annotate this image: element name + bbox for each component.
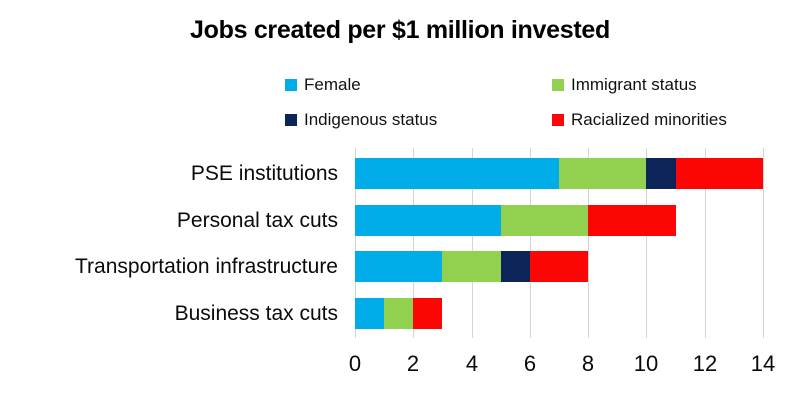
legend-swatch-icon xyxy=(552,79,564,91)
bar-row xyxy=(355,158,763,189)
x-tick-label: 12 xyxy=(692,351,718,376)
category-label: Personal tax cuts xyxy=(176,209,338,232)
plot-area xyxy=(355,148,764,338)
legend-label: Racialized minorities xyxy=(571,110,727,129)
gridline-x-12 xyxy=(705,148,706,338)
bar-segment xyxy=(588,205,676,236)
legend-item: Indigenous status xyxy=(285,108,437,132)
bar-segment xyxy=(500,251,530,282)
category-label: Transportation infrastructure xyxy=(74,255,338,278)
bar-segment xyxy=(675,158,763,189)
legend-swatch-icon xyxy=(552,114,564,126)
category-label: Business tax cuts xyxy=(174,302,338,325)
bar-segment xyxy=(355,251,443,282)
x-tick-label: 14 xyxy=(750,351,776,376)
legend-swatch-icon xyxy=(285,79,297,91)
gridline-x-8 xyxy=(588,148,589,338)
legend-label: Indigenous status xyxy=(304,110,438,129)
legend-label: Immigrant status xyxy=(571,75,697,94)
bar-segment xyxy=(384,298,414,329)
bar-row xyxy=(355,251,589,282)
gridline-x-4 xyxy=(472,148,473,338)
legend-item: Female xyxy=(285,73,361,97)
gridline-x-2 xyxy=(413,148,414,338)
category-label: PSE institutions xyxy=(190,162,338,185)
x-tick-label: 4 xyxy=(465,351,479,376)
bar-segment xyxy=(413,298,443,329)
bar-segment xyxy=(559,158,647,189)
legend-item: Racialized minorities xyxy=(552,108,727,132)
gridline-x-10 xyxy=(646,148,647,338)
legend-item: Immigrant status xyxy=(552,73,697,97)
bar-segment xyxy=(646,158,676,189)
bar-segment xyxy=(355,298,385,329)
x-tick-label: 2 xyxy=(406,351,420,376)
gridline-x-14 xyxy=(763,148,764,338)
legend-label: Female xyxy=(304,75,361,94)
gridline-x-6 xyxy=(530,148,531,338)
bar-segment xyxy=(500,205,589,236)
bar-segment xyxy=(529,251,589,282)
x-tick-label: 8 xyxy=(581,351,595,376)
legend-swatch-icon xyxy=(285,114,297,126)
bar-segment xyxy=(355,158,559,189)
x-tick-label: 6 xyxy=(523,351,537,376)
gridline-x-0 xyxy=(355,148,356,338)
x-tick-label: 10 xyxy=(633,351,659,376)
chart-title: Jobs created per $1 million invested xyxy=(190,16,610,44)
bar-segment xyxy=(355,205,501,236)
bar-row xyxy=(355,205,676,236)
bar-segment xyxy=(442,251,501,282)
x-tick-label: 0 xyxy=(348,351,362,376)
bar-row xyxy=(355,298,443,329)
